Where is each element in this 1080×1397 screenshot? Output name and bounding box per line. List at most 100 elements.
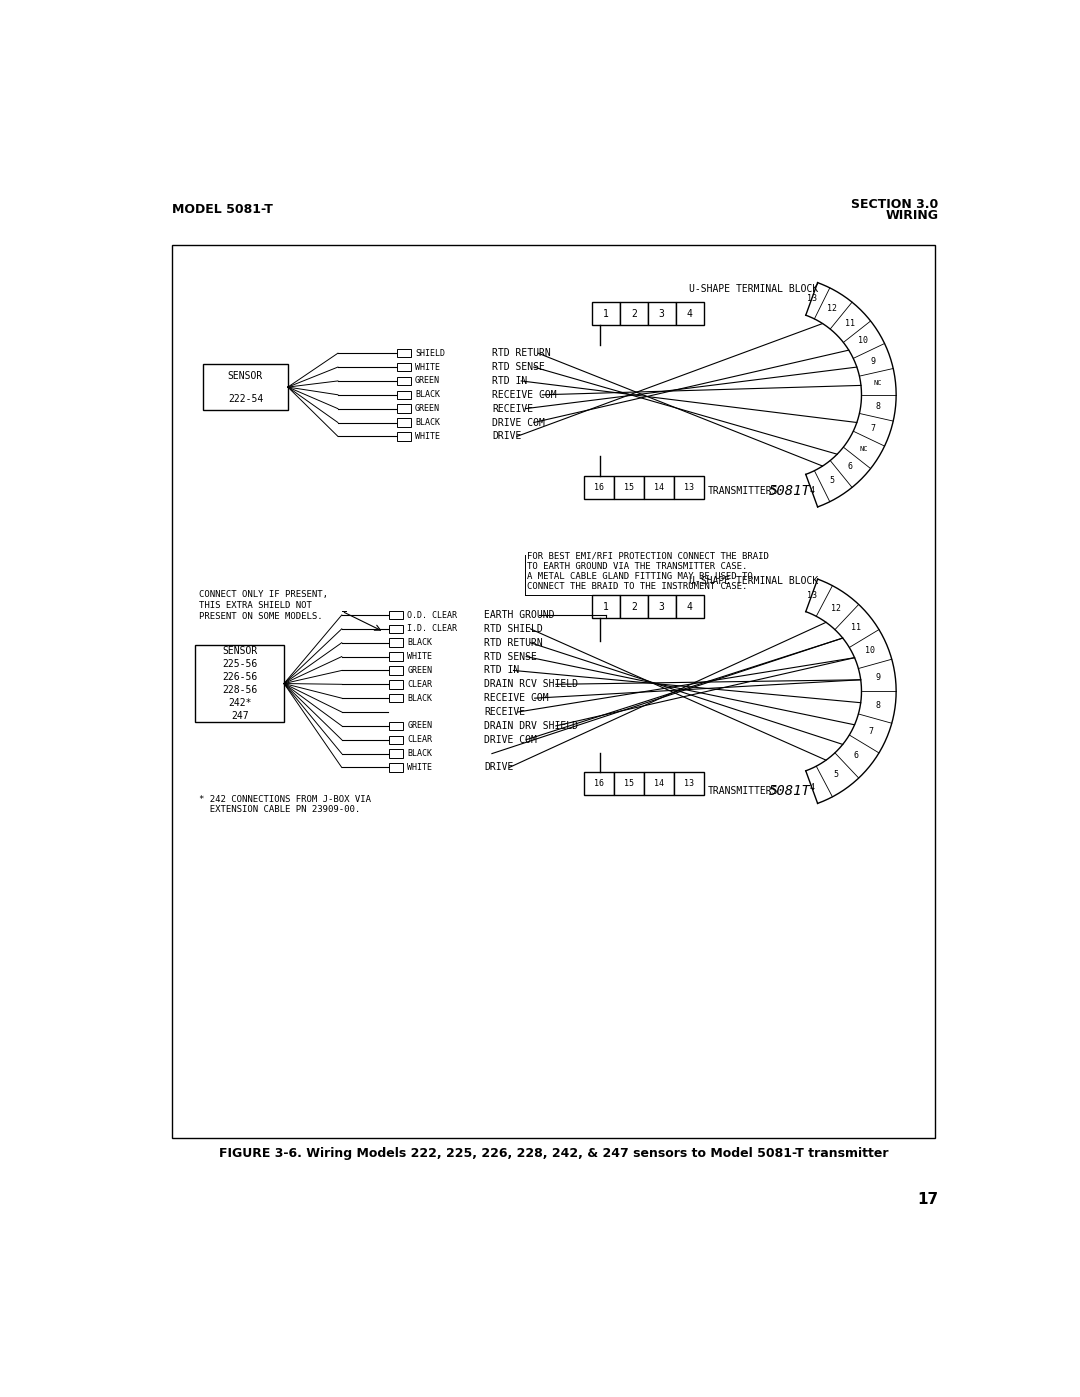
Bar <box>676 302 704 326</box>
Bar <box>676 595 704 617</box>
Text: GREEN: GREEN <box>415 376 440 386</box>
Text: 15: 15 <box>624 780 634 788</box>
Text: I.D. CLEAR: I.D. CLEAR <box>407 624 457 633</box>
Text: BLACK: BLACK <box>407 694 432 703</box>
Text: 8: 8 <box>876 700 880 710</box>
Bar <box>674 773 704 795</box>
Text: 4: 4 <box>809 782 814 792</box>
Text: WHITE: WHITE <box>407 763 432 773</box>
Bar <box>195 645 284 722</box>
Text: TRANSMITTERS: TRANSMITTERS <box>707 486 778 496</box>
Text: 2: 2 <box>631 309 637 319</box>
Text: RTD SENSE: RTD SENSE <box>491 362 544 372</box>
Bar <box>390 722 403 731</box>
Text: CONNECT ONLY IF PRESENT,: CONNECT ONLY IF PRESENT, <box>200 591 328 599</box>
Bar <box>390 680 403 689</box>
Bar <box>390 694 403 703</box>
Bar <box>397 391 411 400</box>
Text: GREEN: GREEN <box>415 404 440 414</box>
Text: O.D. CLEAR: O.D. CLEAR <box>407 610 457 619</box>
Text: 7: 7 <box>868 728 873 736</box>
Bar <box>615 475 644 499</box>
Text: DRIVE COM: DRIVE COM <box>484 735 537 745</box>
Text: BLACK: BLACK <box>415 418 440 427</box>
Text: CLEAR: CLEAR <box>407 735 432 745</box>
Text: 5: 5 <box>834 770 839 778</box>
Text: PRESENT ON SOME MODELS.: PRESENT ON SOME MODELS. <box>200 612 323 622</box>
Text: DRIVE: DRIVE <box>484 763 514 773</box>
Text: RECEIVE COM: RECEIVE COM <box>484 693 549 703</box>
Bar <box>397 377 411 386</box>
Text: WHITE: WHITE <box>407 652 432 661</box>
Text: 17: 17 <box>917 1192 939 1207</box>
Text: SENSOR: SENSOR <box>228 370 264 380</box>
Text: EXTENSION CABLE PN 23909-00.: EXTENSION CABLE PN 23909-00. <box>200 805 361 814</box>
Text: WIRING: WIRING <box>886 210 939 222</box>
Text: 4: 4 <box>687 309 692 319</box>
Text: 11: 11 <box>851 623 861 631</box>
Text: A METAL CABLE GLAND FITTING MAY BE USED TO: A METAL CABLE GLAND FITTING MAY BE USED … <box>527 571 753 581</box>
Text: 3: 3 <box>659 309 664 319</box>
Text: CLEAR: CLEAR <box>407 680 432 689</box>
Text: GREEN: GREEN <box>407 666 432 675</box>
Text: BLACK: BLACK <box>407 638 432 647</box>
Bar <box>390 638 403 647</box>
Text: SENSOR: SENSOR <box>222 647 257 657</box>
Text: DRIVE COM: DRIVE COM <box>491 418 544 427</box>
Text: RTD SHIELD: RTD SHIELD <box>484 624 543 634</box>
Text: 14: 14 <box>653 780 664 788</box>
Bar <box>390 652 403 661</box>
Text: RTD IN: RTD IN <box>484 665 519 676</box>
Text: 13: 13 <box>684 780 693 788</box>
Bar <box>648 595 676 617</box>
Bar <box>390 610 403 619</box>
Text: 226-56: 226-56 <box>222 672 257 682</box>
Text: 6: 6 <box>853 750 859 760</box>
Text: 3: 3 <box>659 602 664 612</box>
Text: 225-56: 225-56 <box>222 659 257 669</box>
Text: CONNECT THE BRAID TO THE INSTRUMENT CASE.: CONNECT THE BRAID TO THE INSTRUMENT CASE… <box>527 583 747 591</box>
Bar <box>584 773 615 795</box>
Bar <box>648 302 676 326</box>
Bar <box>620 302 648 326</box>
Text: 1: 1 <box>603 309 609 319</box>
Bar <box>592 302 620 326</box>
Bar <box>397 418 411 426</box>
Text: 10: 10 <box>865 647 876 655</box>
Text: RTD IN: RTD IN <box>491 376 527 386</box>
Text: 228-56: 228-56 <box>222 685 257 694</box>
Bar <box>644 773 674 795</box>
Text: 5: 5 <box>829 476 835 485</box>
Text: SHIELD: SHIELD <box>415 349 445 358</box>
Bar <box>390 666 403 675</box>
Bar <box>592 595 620 617</box>
Text: 4: 4 <box>809 486 814 495</box>
Text: TRANSMITTERS: TRANSMITTERS <box>707 787 778 796</box>
Text: RTD SENSE: RTD SENSE <box>484 651 537 662</box>
Text: 8: 8 <box>876 401 880 411</box>
Bar <box>397 363 411 372</box>
Text: THIS EXTRA SHIELD NOT: THIS EXTRA SHIELD NOT <box>200 601 312 610</box>
Text: 7: 7 <box>870 423 876 433</box>
Text: EARTH GROUND: EARTH GROUND <box>484 610 555 620</box>
Text: 5081T: 5081T <box>769 784 811 798</box>
Text: 12: 12 <box>827 305 837 313</box>
Bar <box>390 735 403 745</box>
Text: * 242 CONNECTIONS FROM J-BOX VIA: * 242 CONNECTIONS FROM J-BOX VIA <box>200 795 372 803</box>
Bar <box>615 773 644 795</box>
Text: RECEIVE: RECEIVE <box>491 404 534 414</box>
Text: U-SHAPE TERMINAL BLOCK: U-SHAPE TERMINAL BLOCK <box>689 284 819 293</box>
Bar <box>390 763 403 771</box>
Text: RECEIVE COM: RECEIVE COM <box>491 390 556 400</box>
Bar <box>203 365 288 411</box>
Text: MODEL 5081-T: MODEL 5081-T <box>173 204 273 217</box>
Text: 13: 13 <box>807 295 816 303</box>
Text: 9: 9 <box>870 356 876 366</box>
Text: FIGURE 3-6. Wiring Models 222, 225, 226, 228, 242, & 247 sensors to Model 5081-T: FIGURE 3-6. Wiring Models 222, 225, 226,… <box>219 1147 888 1160</box>
Bar <box>584 475 615 499</box>
Text: RECEIVE: RECEIVE <box>484 707 525 717</box>
Text: WHITE: WHITE <box>415 363 440 372</box>
Bar <box>397 404 411 414</box>
Text: GREEN: GREEN <box>407 721 432 731</box>
Text: 16: 16 <box>594 483 604 492</box>
